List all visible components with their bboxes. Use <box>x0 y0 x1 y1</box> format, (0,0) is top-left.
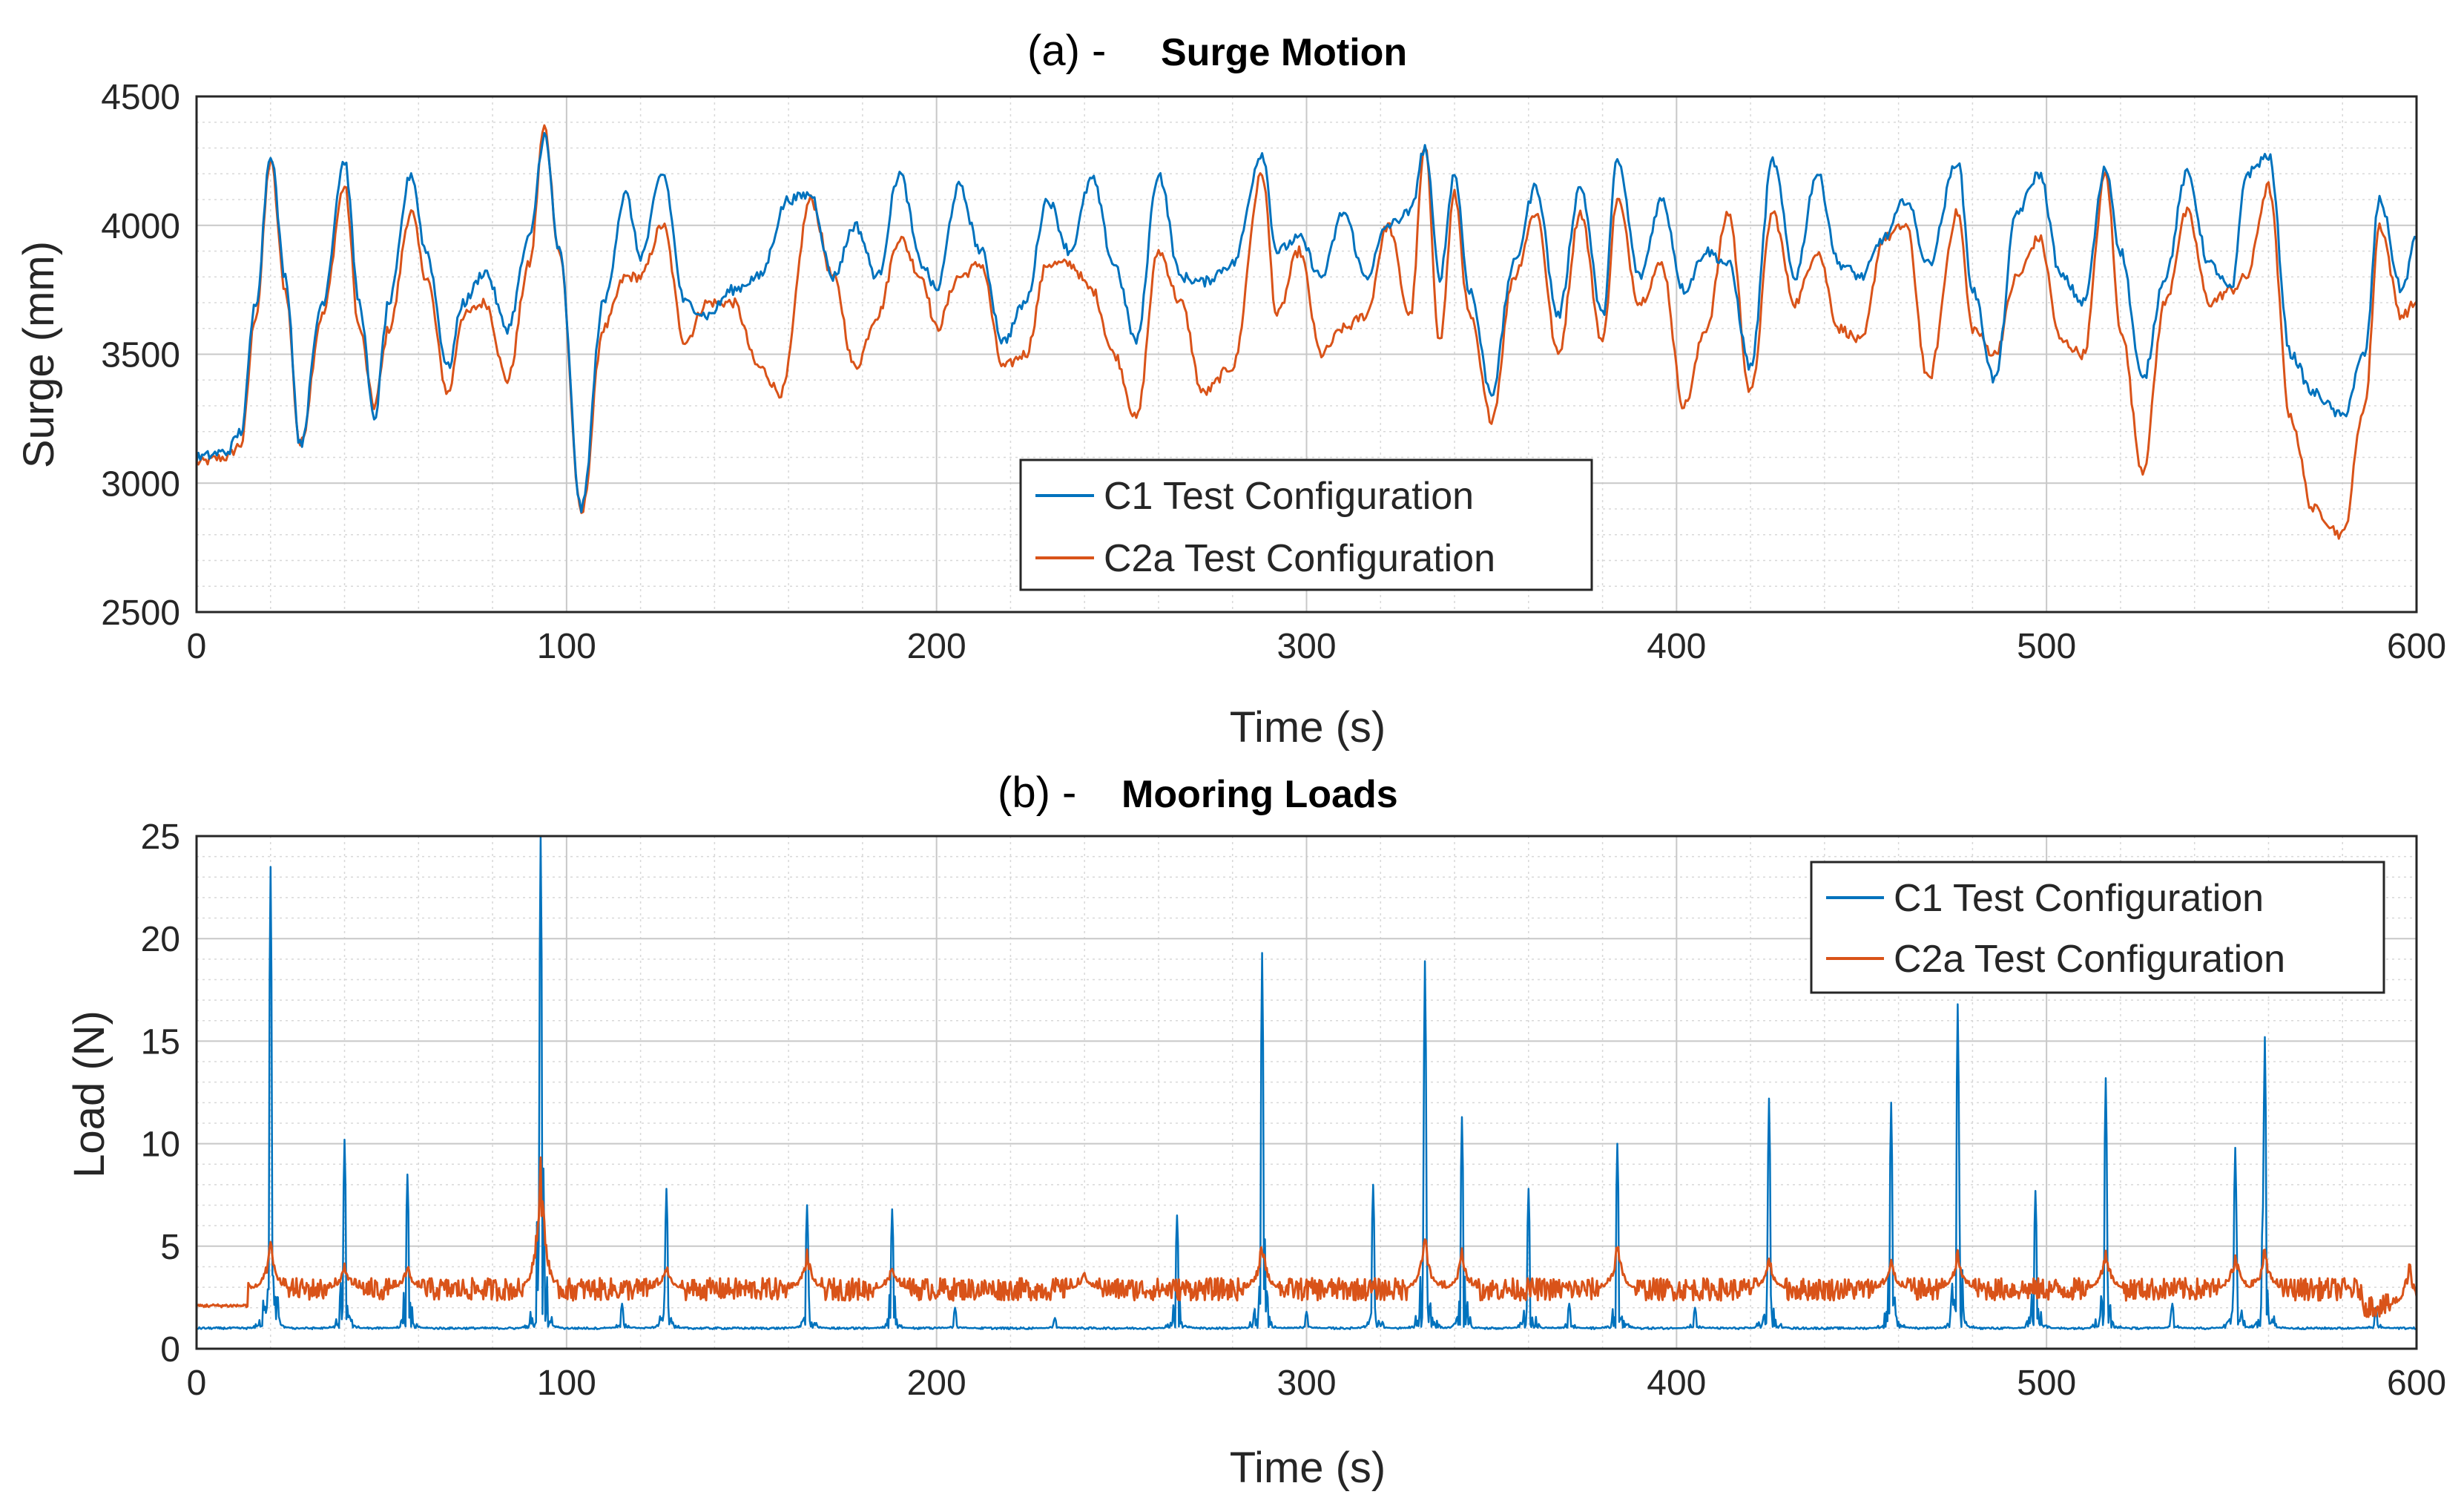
y-tick-label: 0 <box>160 1330 180 1369</box>
chart-a-title: Surge Motion <box>1161 31 1407 74</box>
x-tick-label: 400 <box>1647 627 1706 666</box>
chart-b-title-prefix: (b) - <box>998 769 1076 817</box>
chart-b-axes-box <box>195 835 2418 1350</box>
chart-b-ylabel: Load (N) <box>65 1010 113 1178</box>
series-line-c2a <box>196 1156 2418 1318</box>
chart-a-series <box>195 124 2418 540</box>
x-tick-label: 400 <box>1647 1364 1706 1403</box>
chart-b-legend: C1 Test Configuration C2a Test Configura… <box>1810 861 2385 994</box>
y-tick-label: 3000 <box>101 464 180 504</box>
chart-b-legend-label-c2a: C2a Test Configuration <box>1894 938 2285 981</box>
chart-b-title: Mooring Loads <box>1121 773 1398 816</box>
y-tick-label: 2500 <box>101 593 180 633</box>
chart-a-title-prefix: (a) - <box>1027 27 1106 75</box>
chart-a-ylabel: Surge (mm) <box>15 241 63 468</box>
y-tick-label: 4500 <box>101 78 180 117</box>
chart-a-legend-label-c2a: C2a Test Configuration <box>1104 537 1495 580</box>
chart-a-legend-box <box>1019 458 1593 591</box>
x-tick-label: 100 <box>537 627 596 666</box>
x-tick-label: 0 <box>187 627 207 666</box>
x-tick-label: 300 <box>1277 1364 1336 1403</box>
y-tick-label: 10 <box>141 1125 180 1165</box>
x-tick-label: 600 <box>2387 627 2446 666</box>
chart-b-legend-box <box>1810 861 2385 994</box>
series-line-c1 <box>196 835 2418 1330</box>
chart-a-legend: C1 Test Configuration C2a Test Configura… <box>1019 458 1593 591</box>
chart-a-tick-labels: 0 100 200 300 400 500 600 2500 3000 3500 4000 4500 <box>101 78 2446 666</box>
chart-b-tick-labels: 0 100 200 300 400 500 600 0 5 10 15 20 25 <box>141 818 2446 1403</box>
y-tick-label: 20 <box>141 920 180 959</box>
chart-a-axes-box <box>195 95 2418 614</box>
x-tick-label: 500 <box>2017 627 2076 666</box>
chart-a-xlabel: Time (s) <box>1230 703 1386 752</box>
y-tick-label: 4000 <box>101 207 180 246</box>
x-tick-label: 600 <box>2387 1364 2446 1403</box>
chart-b-xlabel: Time (s) <box>1230 1444 1386 1492</box>
y-tick-label: 15 <box>141 1022 180 1062</box>
x-tick-label: 500 <box>2017 1364 2076 1403</box>
chart-b-series <box>196 835 2418 1330</box>
chart-b-legend-label-c1: C1 Test Configuration <box>1894 877 2264 920</box>
x-tick-label: 100 <box>537 1364 596 1403</box>
series-line-c1 <box>195 131 2418 513</box>
mooring-loads-chart: (b) - Mooring Loads 0 100 200 300 400 500 6000… <box>65 769 2446 1492</box>
y-tick-label: 25 <box>141 818 180 857</box>
y-tick-label: 5 <box>160 1228 180 1267</box>
y-tick-label: 3500 <box>101 336 180 375</box>
surge-motion-chart: (a) - Surge Motion 0 100 200 300 400 500 600 25… <box>15 27 2446 752</box>
x-tick-label: 300 <box>1277 627 1336 666</box>
x-tick-label: 200 <box>907 1364 966 1403</box>
x-tick-label: 200 <box>907 627 966 666</box>
x-tick-label: 0 <box>187 1364 207 1403</box>
chart-a-legend-label-c1: C1 Test Configuration <box>1104 475 1474 518</box>
